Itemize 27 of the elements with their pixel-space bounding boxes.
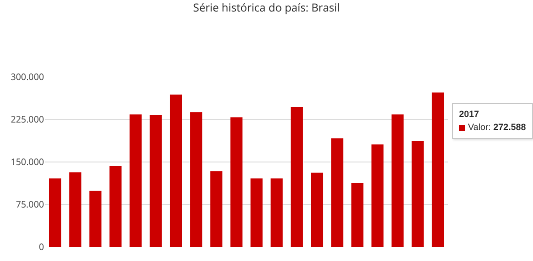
- bar: [290, 107, 303, 247]
- bar: [109, 166, 122, 247]
- bar: [230, 117, 242, 247]
- bar: [371, 144, 384, 247]
- bar: [432, 92, 444, 247]
- bar: [210, 171, 222, 247]
- bar: [250, 178, 263, 247]
- y-tick-label: 300.000: [10, 70, 44, 84]
- bar: [69, 172, 82, 247]
- bar: [331, 138, 344, 247]
- text: 2017 Valor: 272.588: [459, 108, 526, 132]
- bar: [310, 172, 324, 247]
- bar: [130, 114, 142, 247]
- bar: [190, 112, 202, 247]
- bar: [89, 190, 102, 247]
- y-tick-label: 0: [38, 240, 44, 254]
- bar: [351, 182, 364, 247]
- bar: [170, 94, 182, 247]
- chart-title: Série histórica do país: Brasil: [193, 0, 340, 16]
- y-tick-label: 225.000: [10, 112, 44, 126]
- bar: [150, 114, 162, 247]
- y-tick-label: 150.000: [10, 155, 44, 168]
- y-tick-label: 75.000: [16, 198, 44, 211]
- bar: [49, 178, 62, 247]
- bar: [270, 178, 283, 247]
- bar: [392, 114, 404, 247]
- bar: [412, 141, 424, 247]
